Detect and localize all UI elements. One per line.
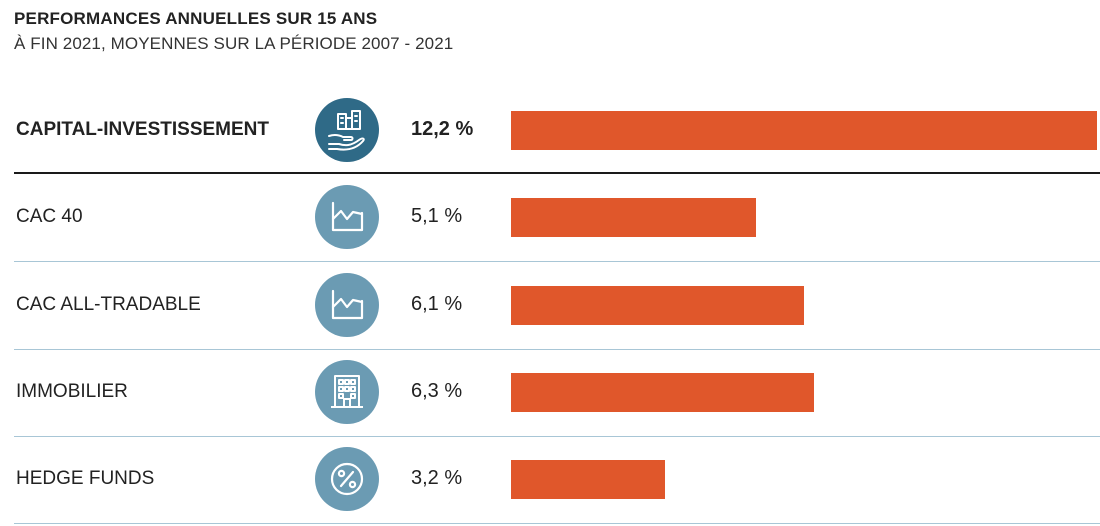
- value-label-hedge-funds: 3,2 %: [411, 467, 463, 489]
- row-separator: [14, 436, 1100, 437]
- header-separator: [14, 172, 1100, 174]
- row-label-immobilier: IMMOBILIER: [16, 381, 128, 402]
- row-separator: [14, 349, 1100, 350]
- bar-hedge-funds: [511, 460, 665, 499]
- row-separator: [14, 261, 1100, 262]
- value-label-cac-all-tradable: 6,1 %: [411, 293, 463, 315]
- percent-icon: [315, 447, 379, 511]
- row-separator: [14, 523, 1100, 524]
- row-label-hedge-funds: HEDGE FUNDS: [16, 468, 155, 489]
- line-chart-icon: [315, 273, 379, 337]
- chart-subtitle: À FIN 2021, MOYENNES SUR LA PÉRIODE 2007…: [14, 34, 454, 53]
- bar-capital-investissement: [511, 111, 1097, 150]
- value-label-cac-40: 5,1 %: [411, 205, 463, 227]
- bar-cac-40: [511, 198, 756, 237]
- hand-holding-buildings-icon: [315, 98, 379, 162]
- chart-title: PERFORMANCES ANNUELLES SUR 15 ANS: [14, 9, 378, 28]
- bar-immobilier: [511, 373, 814, 412]
- line-chart-icon: [315, 185, 379, 249]
- row-label-cac-40: CAC 40: [16, 206, 83, 227]
- value-label-immobilier: 6,3 %: [411, 380, 463, 402]
- row-label-cac-all-tradable: CAC ALL-TRADABLE: [16, 294, 201, 315]
- row-label-capital-investissement: CAPITAL-INVESTISSEMENT: [16, 119, 269, 140]
- value-label-capital-investissement: 12,2 %: [411, 118, 474, 140]
- office-building-icon: [315, 360, 379, 424]
- bar-cac-all-tradable: [511, 286, 804, 325]
